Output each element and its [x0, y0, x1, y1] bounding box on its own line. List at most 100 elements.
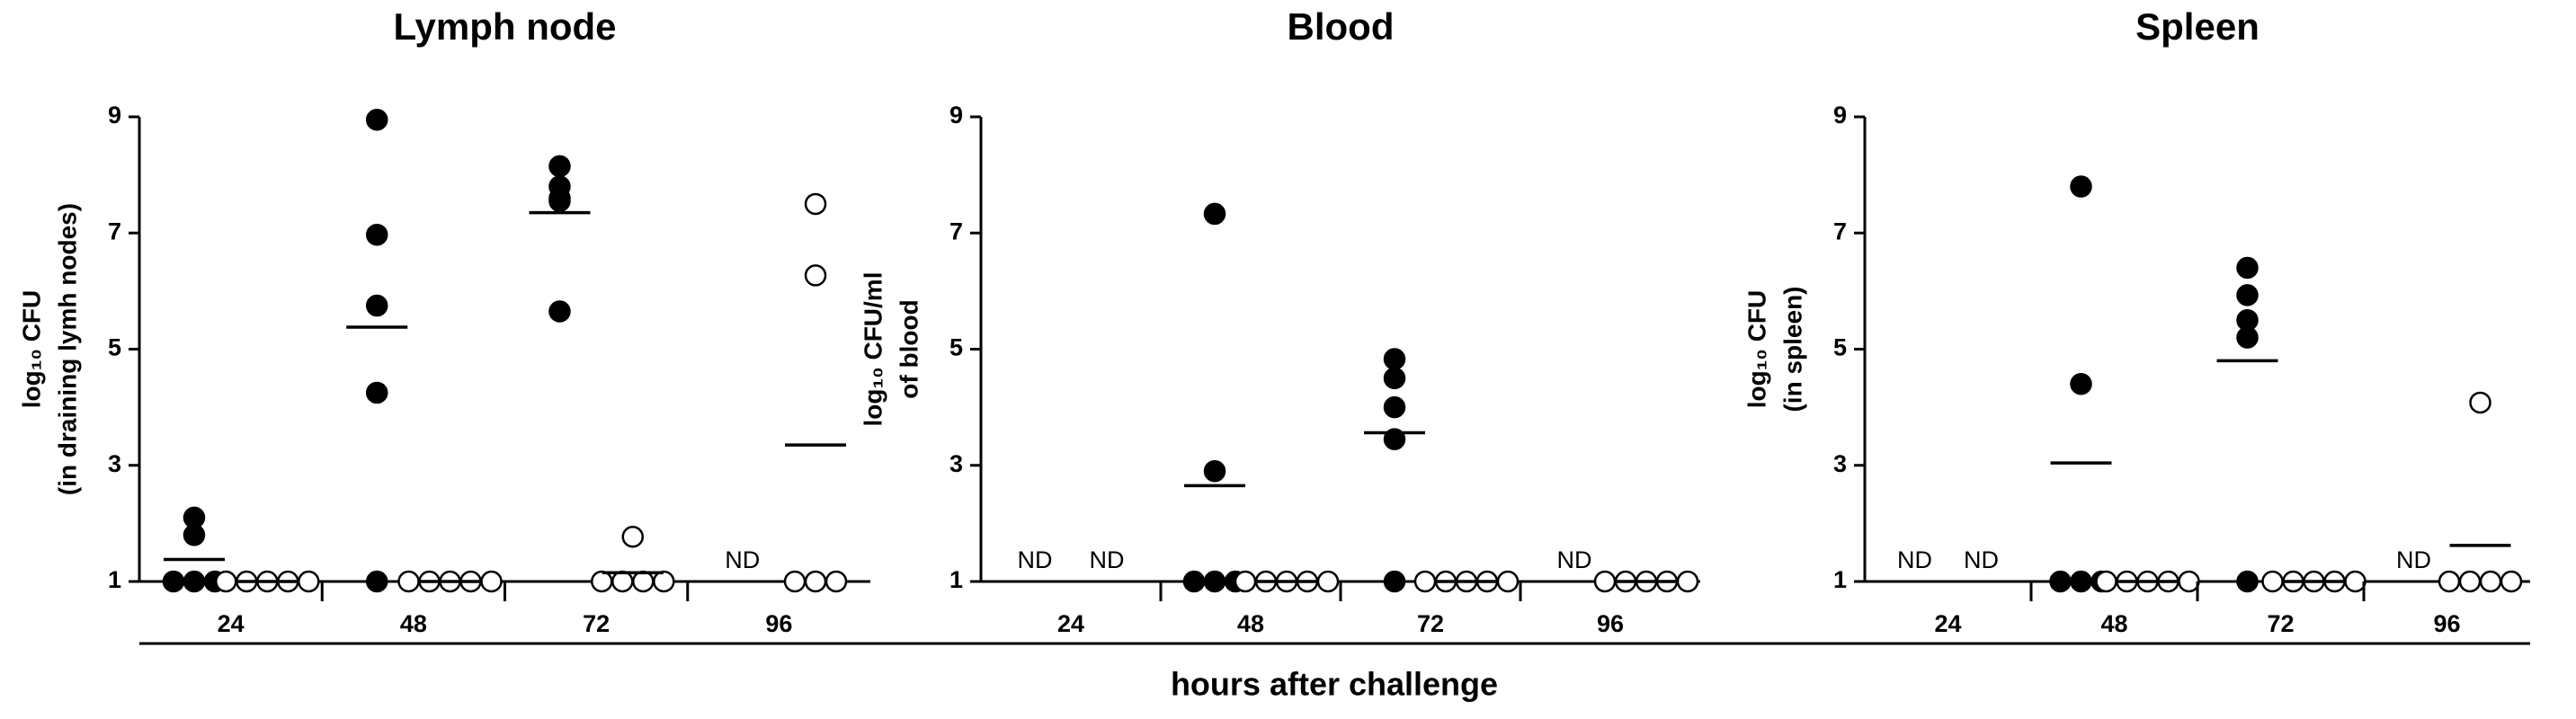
nd-label: ND: [725, 546, 760, 573]
data-point: [1182, 570, 1206, 593]
y-tick-label: 7: [1833, 217, 1847, 244]
data-point: [2236, 284, 2259, 306]
data-point: [2479, 570, 2502, 593]
data-point: [183, 570, 206, 593]
data-point: [1413, 570, 1437, 593]
y-tick-label: 1: [1833, 566, 1847, 593]
y-tick-label: 3: [949, 450, 963, 477]
y-tick-label: 7: [949, 217, 963, 244]
data-point: [2070, 175, 2092, 198]
data-point: [1203, 570, 1226, 593]
y-tick-label: 7: [108, 217, 121, 244]
data-point: [2049, 570, 2072, 593]
data-point: [621, 525, 645, 548]
nd-label: ND: [1090, 546, 1125, 573]
y-tick-label: 5: [108, 334, 121, 361]
x-tick-label: 24: [1057, 610, 1084, 637]
data-point: [1383, 570, 1406, 593]
data-point: [2344, 570, 2367, 593]
data-point: [1203, 202, 1226, 226]
chart-title: Blood: [1288, 5, 1395, 48]
y-tick-label: 3: [108, 450, 121, 477]
y-axis-label: of blood: [895, 299, 923, 398]
x-tick-label: 24: [1934, 610, 1961, 637]
data-point: [2458, 570, 2482, 593]
data-point: [2236, 570, 2259, 593]
data-point: [1676, 570, 1699, 593]
data-point: [653, 570, 675, 593]
data-point: [1316, 570, 1340, 593]
data-point: [1383, 395, 1406, 419]
data-point: [2261, 570, 2284, 593]
data-point: [783, 570, 807, 593]
data-point: [365, 294, 388, 317]
data-point: [397, 570, 420, 593]
data-point: [365, 570, 388, 593]
data-point: [480, 570, 503, 593]
data-point: [2178, 570, 2200, 593]
x-tick-label: 48: [1237, 610, 1264, 637]
y-tick-label: 9: [1833, 102, 1847, 129]
data-point: [2095, 570, 2117, 593]
x-tick-label: 72: [2267, 610, 2294, 637]
x-tick-label: 96: [1597, 610, 1624, 637]
y-axis-label: (in spleen): [1778, 286, 1806, 412]
data-point: [2236, 256, 2259, 280]
y-tick-label: 1: [108, 566, 121, 593]
x-tick-label: 24: [218, 610, 245, 637]
y-tick-label: 5: [1833, 334, 1847, 361]
y-axis-label: log₁₀ CFU/ml: [859, 272, 887, 427]
y-axis-label: log₁₀ CFU: [17, 290, 45, 409]
y-tick-label: 9: [949, 102, 963, 129]
panel: Blood log₁₀ CFU/ml of blood 1 3 5 7 9 24 ND ND 48 72…: [859, 5, 1700, 637]
panel: Spleen log₁₀ CFU (in spleen) 1 3 5 7 9 24 ND ND 48 7…: [1743, 5, 2530, 637]
data-point: [1234, 570, 1257, 593]
data-point: [365, 223, 388, 246]
data-point: [1496, 570, 1520, 593]
x-tick-label: 48: [400, 610, 427, 637]
data-point: [591, 570, 613, 593]
data-point: [365, 381, 388, 404]
data-point: [804, 264, 827, 287]
data-point: [1383, 348, 1406, 370]
data-point: [2438, 570, 2461, 593]
data-point: [365, 108, 388, 131]
data-point: [183, 524, 206, 546]
data-point: [2070, 570, 2092, 593]
y-tick-label: 1: [949, 566, 963, 593]
y-tick-label: 9: [108, 102, 121, 129]
x-tick-label: 72: [1417, 610, 1444, 637]
data-point: [632, 570, 655, 593]
data-point: [2500, 570, 2523, 593]
x-tick-label: 48: [2100, 610, 2127, 637]
data-point: [2070, 373, 2092, 395]
data-point: [824, 570, 848, 593]
data-point: [804, 192, 827, 216]
data-point: [611, 570, 634, 593]
data-point: [1383, 367, 1406, 390]
nd-label: ND: [1964, 546, 1999, 573]
data-point: [1203, 459, 1226, 483]
data-point: [2469, 391, 2491, 414]
data-point: [215, 570, 237, 593]
y-tick-label: 5: [949, 334, 963, 361]
y-axis-label: (in draining lymh nodes): [53, 203, 81, 495]
chart-title: Lymph node: [393, 5, 616, 48]
data-point: [548, 190, 571, 212]
y-tick-label: 3: [1833, 450, 1847, 477]
data-point: [1593, 570, 1617, 593]
nd-label: ND: [2396, 546, 2431, 573]
nd-label: ND: [1018, 546, 1053, 573]
data-point: [162, 570, 185, 593]
x-tick-label: 96: [2433, 610, 2460, 637]
data-point: [2236, 326, 2259, 349]
x-axis-label: hours after challenge: [1171, 666, 1498, 703]
data-point: [804, 570, 827, 593]
x-tick-label: 72: [583, 610, 610, 637]
nd-label: ND: [1897, 546, 1932, 573]
x-tick-label: 96: [765, 610, 792, 637]
data-point: [298, 570, 320, 593]
chart-title: Spleen: [2135, 5, 2260, 48]
y-axis-label: log₁₀ CFU: [1743, 290, 1770, 409]
